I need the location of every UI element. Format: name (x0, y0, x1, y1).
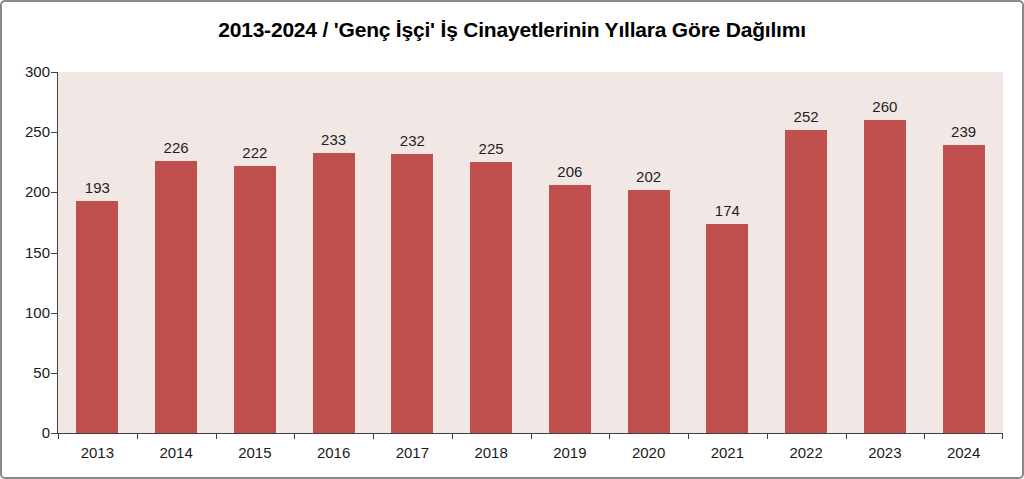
x-axis-tick-mark (137, 433, 138, 439)
x-axis-label-2016: 2016 (294, 444, 373, 461)
bar-2014 (155, 161, 197, 433)
bar-2023 (864, 120, 906, 433)
bar-value-label-2022: 252 (767, 108, 846, 125)
x-axis-tick-mark (531, 433, 532, 439)
bar-value-label-2023: 260 (846, 98, 925, 115)
x-axis-label-2015: 2015 (216, 444, 295, 461)
x-axis-tick-mark (294, 433, 295, 439)
bar-slot-2015: 2222015 (216, 72, 295, 433)
bar-2021 (706, 224, 748, 433)
bar-2019 (549, 185, 591, 433)
y-axis-tick-mark (51, 72, 57, 73)
y-axis-tick-label-300: 300 (6, 63, 50, 81)
bar-value-label-2017: 232 (373, 132, 452, 149)
y-axis-tick-mark (51, 192, 57, 193)
y-axis-tick-label-250: 250 (6, 123, 50, 141)
y-axis-tick-mark (51, 253, 57, 254)
bar-slot-2021: 1742021 (688, 72, 767, 433)
x-axis-label-2023: 2023 (846, 444, 925, 461)
y-axis-tick-mark (51, 433, 57, 434)
bar-slot-2023: 2602023 (846, 72, 925, 433)
x-axis-tick-mark (452, 433, 453, 439)
bar-value-label-2016: 233 (294, 131, 373, 148)
x-axis-label-2021: 2021 (688, 444, 767, 461)
bar-slot-2019: 2062019 (531, 72, 610, 433)
y-axis-tick-label-100: 100 (6, 304, 50, 322)
bar-value-label-2024: 239 (924, 123, 1003, 140)
x-axis-label-2020: 2020 (609, 444, 688, 461)
x-axis-label-2019: 2019 (531, 444, 610, 461)
bar-slot-2022: 2522022 (767, 72, 846, 433)
bar-2016 (313, 153, 355, 433)
bar-value-label-2021: 174 (688, 202, 767, 219)
bar-2013 (76, 201, 118, 433)
x-axis-tick-mark (216, 433, 217, 439)
bar-slot-2017: 2322017 (373, 72, 452, 433)
x-axis-tick-mark (767, 433, 768, 439)
chart-frame: 2013-2024 / 'Genç İşçi' İş Cinayetlerini… (0, 0, 1024, 479)
x-axis-label-2022: 2022 (767, 444, 846, 461)
x-axis-tick-mark (846, 433, 847, 439)
bar-value-label-2020: 202 (609, 168, 688, 185)
bar-slot-2013: 1932013 (58, 72, 137, 433)
bar-2017 (391, 154, 433, 433)
x-axis-tick-mark (373, 433, 374, 439)
bar-slot-2016: 2332016 (294, 72, 373, 433)
y-axis-tick-label-50: 50 (6, 364, 50, 382)
bar-2018 (470, 162, 512, 433)
y-axis-tick-mark (51, 373, 57, 374)
x-axis-tick-mark (924, 433, 925, 439)
bar-2024 (943, 145, 985, 433)
x-axis-tick-mark (1002, 433, 1003, 439)
y-axis-tick-label-150: 150 (6, 244, 50, 262)
chart-title: 2013-2024 / 'Genç İşçi' İş Cinayetlerini… (2, 18, 1022, 42)
y-axis-tick-label-200: 200 (6, 183, 50, 201)
x-axis-label-2017: 2017 (373, 444, 452, 461)
x-axis-tick-mark (58, 433, 59, 439)
bar-2020 (628, 190, 670, 433)
x-axis-label-2013: 2013 (58, 444, 137, 461)
x-axis-tick-mark (688, 433, 689, 439)
x-axis-label-2024: 2024 (924, 444, 1003, 461)
plot-area: 0501001502002503001932013226201422220152… (57, 72, 1003, 434)
bar-slot-2014: 2262014 (137, 72, 216, 433)
x-axis-label-2014: 2014 (137, 444, 216, 461)
bar-value-label-2014: 226 (137, 139, 216, 156)
x-axis-tick-mark (609, 433, 610, 439)
y-axis-tick-label-0: 0 (6, 424, 50, 442)
bar-2022 (785, 130, 827, 433)
x-axis-label-2018: 2018 (452, 444, 531, 461)
bar-value-label-2015: 222 (216, 144, 295, 161)
bar-slot-2024: 2392024 (924, 72, 1003, 433)
bar-value-label-2019: 206 (531, 163, 610, 180)
bar-value-label-2013: 193 (58, 179, 137, 196)
bar-slot-2020: 2022020 (609, 72, 688, 433)
y-axis-tick-mark (51, 132, 57, 133)
bar-2015 (234, 166, 276, 433)
bar-value-label-2018: 225 (452, 140, 531, 157)
y-axis-tick-mark (51, 313, 57, 314)
bar-slot-2018: 2252018 (452, 72, 531, 433)
